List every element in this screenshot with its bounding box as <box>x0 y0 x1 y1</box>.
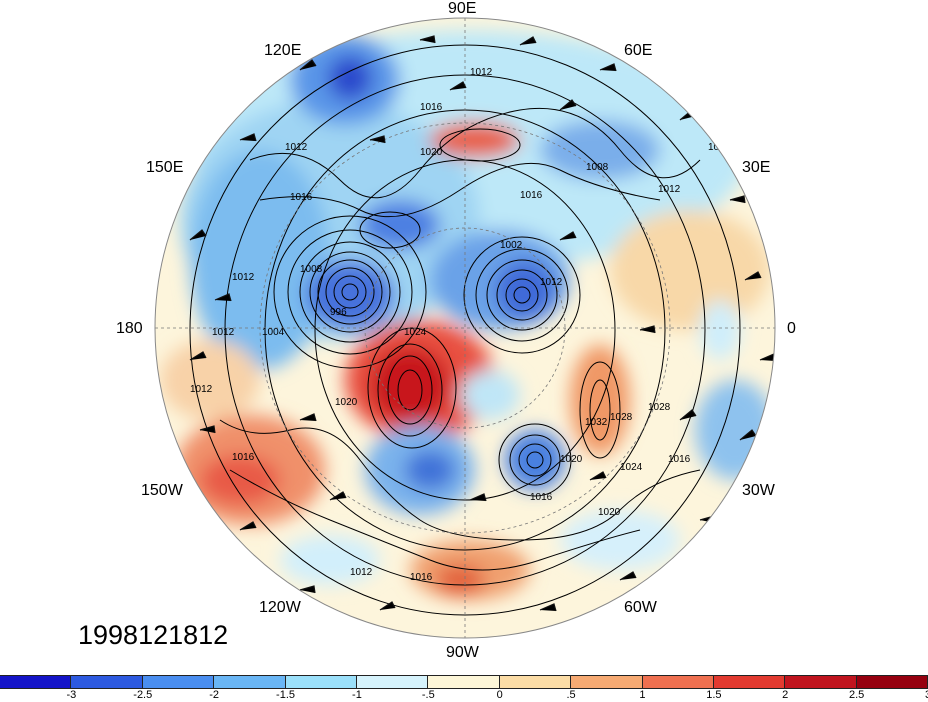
colorbar-tick-label: -2 <box>209 689 220 701</box>
isobar-label: 1012 <box>540 277 563 288</box>
longitude-label-90w: 90W <box>446 644 479 661</box>
colorbar-swatch <box>570 675 643 689</box>
colorbar <box>0 675 928 689</box>
colorbar-swatch <box>0 675 72 689</box>
longitude-label-120e: 120E <box>264 42 302 59</box>
colorbar-tick-label: 3 <box>925 689 928 701</box>
longitude-label-60e: 60E <box>624 42 653 59</box>
longitude-label-180: 180 <box>116 320 143 337</box>
colorbar-swatch <box>427 675 500 689</box>
colorbar-tick-label: -1 <box>352 689 362 701</box>
isobar-label: 1016 <box>520 190 543 201</box>
isobar-label: 1024 <box>620 462 643 473</box>
isobar-label: 996 <box>330 307 347 318</box>
colorbar-swatch <box>855 675 928 689</box>
colorbar-swatch <box>284 675 357 689</box>
longitude-label-120w: 120W <box>259 599 301 616</box>
colorbar-swatch <box>784 675 857 689</box>
isobar-label: 1002 <box>500 240 523 251</box>
isobar-label: 1032 <box>585 417 608 428</box>
graticule <box>155 18 775 638</box>
isobar-label: 1012 <box>470 67 493 78</box>
longitude-label-30e: 30E <box>742 159 771 176</box>
isobar-label: 1008 <box>300 264 323 275</box>
colorbar-swatch <box>141 675 215 689</box>
longitude-label-150w: 150W <box>141 482 183 499</box>
longitude-label-30w: 30W <box>742 482 775 499</box>
isobar-label: 1016 <box>420 102 443 113</box>
colorbar-tick-label: -.5 <box>421 689 435 701</box>
isobar-label: 1012 <box>190 384 213 395</box>
colorbar-swatch <box>498 675 572 689</box>
longitude-label-0: 0 <box>787 320 796 337</box>
anomaly-field: 1012 1016 1012 1016 1008 1012 1012 1008 … <box>155 18 775 638</box>
longitude-label-90e: 90E <box>448 0 477 17</box>
map-boundary <box>154 17 776 639</box>
isobar-label: 1020 <box>420 147 443 158</box>
colorbar-tick-label: .5 <box>566 689 576 701</box>
isobar-label: 1012 <box>285 142 308 153</box>
isobar-label: 1020 <box>560 454 583 465</box>
isobar-label: 1020 <box>335 397 358 408</box>
isobar-label: 1012 <box>350 567 373 578</box>
isobar-label: 1016 <box>290 192 313 203</box>
isobar-label: 1016 <box>668 454 691 465</box>
colorbar-tick-label: -2.5 <box>133 689 153 701</box>
colorbar-tick-label: -1.5 <box>276 689 296 701</box>
isobar-label: 1004 <box>262 327 285 338</box>
colorbar-swatch <box>712 675 786 689</box>
colorbar-tick-label: 2.5 <box>848 689 865 701</box>
colorbar-tick-label: -3 <box>66 689 77 701</box>
colorbar-tick-label: 1 <box>639 689 646 701</box>
isobar-label: 1016 <box>410 572 433 583</box>
isobar-label: 1012 <box>212 327 235 338</box>
colorbar-swatch <box>213 675 286 689</box>
longitude-label-60w: 60W <box>624 599 657 616</box>
isobar-label: 1024 <box>404 327 427 338</box>
isobar-label: 1028 <box>610 412 633 423</box>
colorbar-tick-labels: -3 -2.5 -2 -1.5 -1 -.5 0 .5 1 1.5 2 2.5 3 <box>0 689 928 702</box>
isobar-label: 1020 <box>598 507 621 518</box>
isobar-labels: 1012 1016 1012 1016 1008 1012 1012 1008 … <box>190 67 731 583</box>
wind-barbs <box>189 35 775 612</box>
timestamp-label: 1998121812 <box>78 620 229 650</box>
longitude-label-150e: 150E <box>146 159 184 176</box>
colorbar-swatch <box>70 675 143 689</box>
colorbar-tick-label: 2 <box>782 689 789 701</box>
isobar-label: 1012 <box>232 272 255 283</box>
isobar-label: 1008 <box>586 162 609 173</box>
colorbar-swatch <box>641 675 714 689</box>
isobar-label: 1012 <box>658 184 681 195</box>
isobar-label: 1028 <box>648 402 671 413</box>
colorbar-tick-label: 1.5 <box>706 689 722 701</box>
colorbar-tick-label: 0 <box>496 689 503 701</box>
colorbar-swatch <box>355 675 429 689</box>
isobar-label: 1016 <box>232 452 255 463</box>
isobar-label: 1016 <box>530 492 553 503</box>
